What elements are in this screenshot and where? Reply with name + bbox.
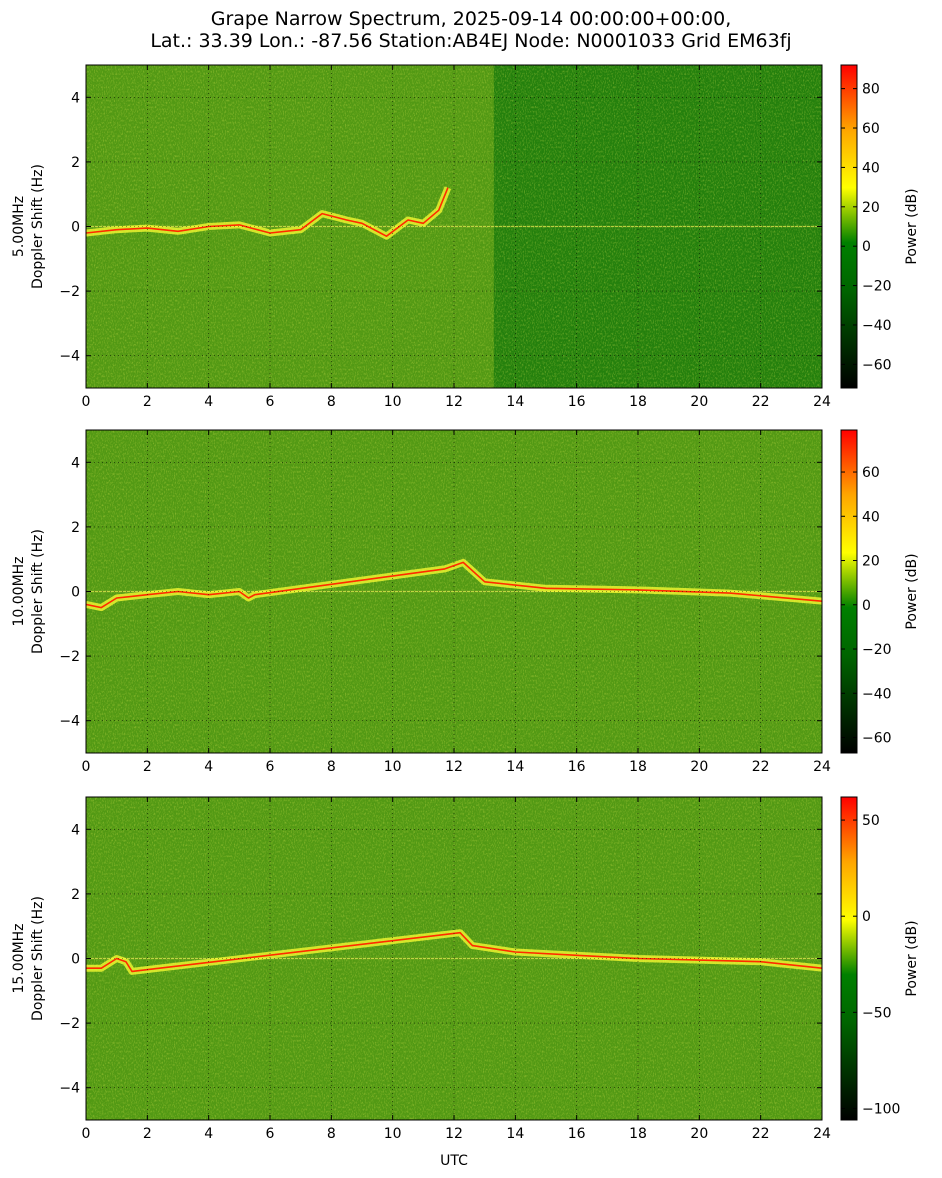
x-tick-label: 12 [445, 759, 463, 775]
x-tick-label: 0 [82, 759, 91, 775]
colorbar-tick-label: 0 [862, 239, 871, 255]
colorbar-label: Power (dB) [904, 920, 920, 996]
x-tick-label: 22 [752, 759, 770, 775]
colorbar-tick-label: 0 [862, 909, 871, 925]
figure-title-line2: Lat.: 33.39 Lon.: -87.56 Station:AB4EJ N… [150, 30, 792, 52]
colorbar-tick-label: 40 [862, 160, 880, 176]
x-tick-label: 4 [204, 394, 213, 410]
x-tick-label: 24 [813, 759, 831, 775]
y-tick-label: 0 [71, 220, 80, 236]
y-tick-label: 2 [71, 155, 80, 171]
x-tick-label: 22 [752, 394, 770, 410]
colorbar-tick-label: −100 [862, 1101, 900, 1117]
x-tick-label: 6 [266, 1126, 275, 1142]
x-tick-label: 10 [384, 394, 402, 410]
colorbar-tick-label: 60 [862, 121, 880, 137]
x-tick-label: 22 [752, 1126, 770, 1142]
colorbar-tick-label: −40 [862, 686, 892, 702]
x-tick-label: 8 [327, 394, 336, 410]
x-tick-label: 0 [82, 394, 91, 410]
colorbar-tick-label: −60 [862, 731, 892, 747]
colorbar [840, 796, 858, 1121]
x-tick-label: 12 [445, 1126, 463, 1142]
colorbar [840, 429, 858, 754]
colorbar-tick-label: 50 [862, 813, 880, 829]
colorbar-label: Power (dB) [904, 188, 920, 264]
x-tick-label: 4 [204, 1126, 213, 1142]
y-tick-label: 2 [71, 887, 80, 903]
colorbar-tick-label: −40 [862, 318, 892, 334]
y-tick-label: −4 [59, 714, 80, 730]
doppler-trace [86, 931, 822, 973]
x-tick-label: 16 [568, 1126, 586, 1142]
x-tick-label: 2 [143, 394, 152, 410]
colorbar-tick-label: 20 [862, 200, 880, 216]
x-tick-label: 14 [506, 394, 524, 410]
colorbar-tick-label: 60 [862, 465, 880, 481]
colorbar-tick-label: 40 [862, 509, 880, 525]
x-tick-label: 8 [327, 759, 336, 775]
x-tick-label: 24 [813, 1126, 831, 1142]
y-tick-label: −4 [59, 1081, 80, 1097]
y-tick-label: 0 [71, 585, 80, 601]
y-tick-label: 2 [71, 520, 80, 536]
x-tick-label: 2 [143, 1126, 152, 1142]
y-tick-label: 4 [71, 90, 80, 106]
colorbar-tick-label: −60 [862, 357, 892, 373]
x-tick-label: 14 [506, 1126, 524, 1142]
y-tick-label: −4 [59, 349, 80, 365]
y-axis-label: Doppler Shift (Hz) [30, 896, 46, 1021]
x-tick-label: 18 [629, 1126, 647, 1142]
colorbar [840, 64, 858, 389]
x-axis-label: UTC [440, 1153, 468, 1169]
x-tick-label: 18 [629, 394, 647, 410]
x-tick-label: 14 [506, 759, 524, 775]
x-tick-label: 0 [82, 1126, 91, 1142]
y-axis-label-frequency: 15.00MHz [11, 923, 27, 993]
y-tick-label: 0 [71, 952, 80, 968]
colorbar-tick-label: 0 [862, 598, 871, 614]
x-tick-label: 20 [690, 1126, 708, 1142]
y-tick-label: −2 [59, 284, 80, 300]
x-tick-label: 20 [690, 759, 708, 775]
colorbar-label: Power (dB) [904, 553, 920, 629]
x-tick-label: 10 [384, 1126, 402, 1142]
colorbar-tick-label: −20 [862, 279, 892, 295]
y-tick-label: −2 [59, 649, 80, 665]
y-axis-label: Doppler Shift (Hz) [30, 529, 46, 654]
figure-title-line1: Grape Narrow Spectrum, 2025-09-14 00:00:… [210, 8, 732, 30]
x-tick-label: 24 [813, 394, 831, 410]
doppler-trace [86, 561, 822, 609]
y-tick-label: 4 [71, 455, 80, 471]
colorbar-tick-label: −50 [862, 1005, 892, 1021]
colorbar-tick-label: −20 [862, 642, 892, 658]
y-tick-label: −2 [59, 1016, 80, 1032]
x-tick-label: 18 [629, 759, 647, 775]
x-tick-label: 6 [266, 759, 275, 775]
x-tick-label: 20 [690, 394, 708, 410]
y-axis-label: Doppler Shift (Hz) [30, 164, 46, 289]
x-tick-label: 4 [204, 759, 213, 775]
x-tick-label: 12 [445, 394, 463, 410]
y-axis-label-frequency: 5.00MHz [11, 196, 27, 257]
x-tick-label: 16 [568, 759, 586, 775]
y-tick-label: 4 [71, 822, 80, 838]
colorbar-tick-label: 20 [862, 554, 880, 570]
x-tick-label: 10 [384, 759, 402, 775]
y-axis-label-frequency: 10.00MHz [11, 556, 27, 626]
x-tick-label: 16 [568, 394, 586, 410]
colorbar-tick-label: 80 [862, 82, 880, 98]
x-tick-label: 2 [143, 759, 152, 775]
x-tick-label: 8 [327, 1126, 336, 1142]
x-tick-label: 6 [266, 394, 275, 410]
doppler-trace [86, 187, 449, 237]
